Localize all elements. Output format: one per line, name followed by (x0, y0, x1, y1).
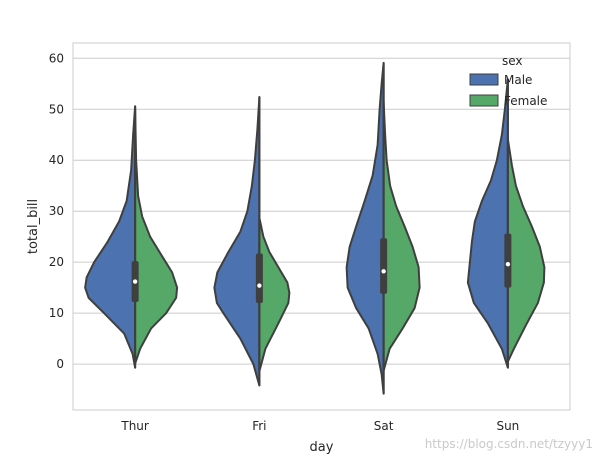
violin-male-thur (84, 105, 137, 369)
x-tick-labels: Thur Fri Sat Sun (120, 419, 519, 433)
x-axis-title: day (310, 440, 334, 455)
iqr-box (255, 253, 263, 303)
y-tick-label: 40 (49, 153, 64, 167)
legend-title: sex (502, 54, 523, 68)
plot-frame (72, 42, 571, 411)
watermark: https://blog.csdn.net/tzyyy1 (424, 437, 593, 451)
legend-label-male: Male (504, 73, 532, 87)
y-tick-label: 10 (49, 306, 64, 320)
violin-female-fri (258, 216, 291, 373)
median-marker (505, 262, 511, 267)
violin-female-thur (134, 107, 179, 365)
legend: sex Male Female (469, 54, 547, 108)
y-tick-label: 60 (49, 51, 64, 65)
legend-swatch-female (469, 94, 499, 107)
median-marker (132, 279, 138, 284)
iqr-box (380, 238, 388, 294)
y-tick-label: 30 (49, 204, 64, 218)
median-marker (257, 283, 262, 288)
x-tick-label: Fri (252, 419, 266, 433)
legend-label-female: Female (504, 94, 547, 108)
violins (84, 61, 546, 395)
x-tick-label: Sat (374, 419, 394, 433)
y-tick-labels: 0 10 20 30 40 50 60 (49, 51, 64, 371)
violin-female-sat (382, 101, 421, 372)
legend-swatch-male (469, 73, 499, 86)
iqr-box (504, 233, 512, 288)
y-axis-title: total_bill (26, 199, 41, 254)
y-tick-label: 20 (49, 255, 64, 269)
y-tick-label: 0 (56, 357, 64, 371)
x-tick-label: Sun (496, 419, 519, 433)
violin-female-sun (506, 138, 546, 363)
median-marker (381, 269, 386, 274)
violin-male-sat (345, 61, 385, 395)
violin-male-fri (213, 96, 261, 387)
y-tick-label: 50 (49, 102, 64, 116)
inner-boxes (131, 62, 512, 394)
violin-male-sun (466, 78, 509, 369)
x-tick-label: Thur (120, 419, 149, 433)
